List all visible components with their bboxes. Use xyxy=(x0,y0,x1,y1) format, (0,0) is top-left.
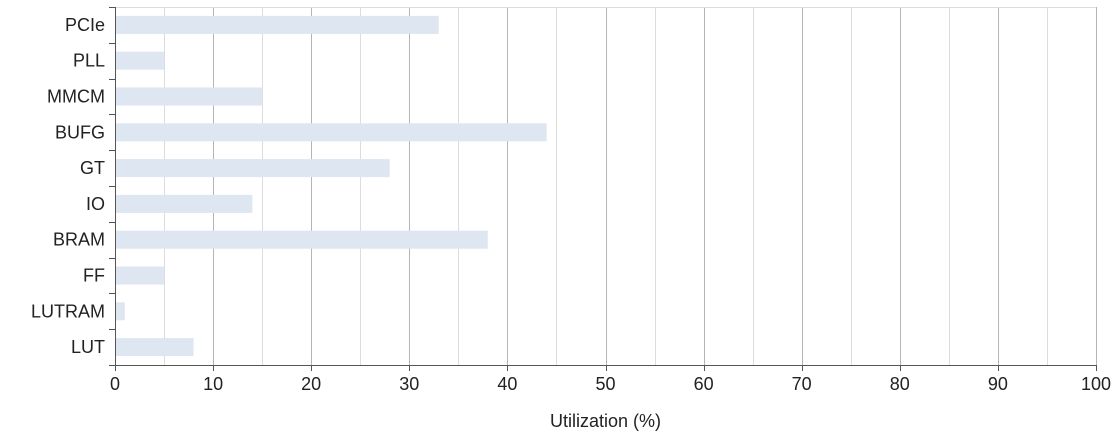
y-tick-labels: LUT LUTRAM FF BRAM IO GT BUFG MMCM PLL PCIe xyxy=(31,15,105,357)
y-tick-label: BRAM xyxy=(53,230,105,250)
x-tick-label: 10 xyxy=(203,374,223,394)
gridlines xyxy=(115,7,1097,365)
bars xyxy=(115,15,547,357)
y-tick-label: PLL xyxy=(73,51,105,71)
y-tick-label: LUT xyxy=(71,337,105,357)
bar-bram xyxy=(115,230,488,249)
x-tick-label: 50 xyxy=(595,374,615,394)
bar-bufg xyxy=(115,123,547,142)
y-tick-label: BUFG xyxy=(55,122,105,142)
x-tick-label: 20 xyxy=(301,374,321,394)
y-tick-label: LUTRAM xyxy=(31,301,105,321)
x-tick-label: 70 xyxy=(792,374,812,394)
x-tick-label: 40 xyxy=(497,374,517,394)
axes xyxy=(109,7,1097,371)
bar-lut xyxy=(115,338,194,357)
x-tick-label: 80 xyxy=(890,374,910,394)
x-tick-labels: 0 10 20 30 40 50 60 70 80 90 100 xyxy=(110,374,1111,394)
bar-lutram xyxy=(115,302,125,321)
x-tick-label: 30 xyxy=(399,374,419,394)
bar-pcie xyxy=(115,15,439,34)
bar-ff xyxy=(115,266,165,285)
x-tick-label: 100 xyxy=(1081,374,1111,394)
y-tick-label: GT xyxy=(80,158,105,178)
bar-gt xyxy=(115,159,390,178)
bar-io xyxy=(115,194,253,213)
y-tick-label: PCIe xyxy=(65,15,105,35)
y-tick-label: MMCM xyxy=(47,87,105,107)
bar-mmcm xyxy=(115,87,263,106)
y-tick-label: IO xyxy=(86,194,105,214)
y-tick-label: FF xyxy=(83,266,105,286)
x-axis-title: Utilization (%) xyxy=(550,411,661,431)
bar-pll xyxy=(115,51,165,70)
x-tick-label: 90 xyxy=(988,374,1008,394)
x-tick-label: 60 xyxy=(694,374,714,394)
x-tick-label: 0 xyxy=(110,374,120,394)
